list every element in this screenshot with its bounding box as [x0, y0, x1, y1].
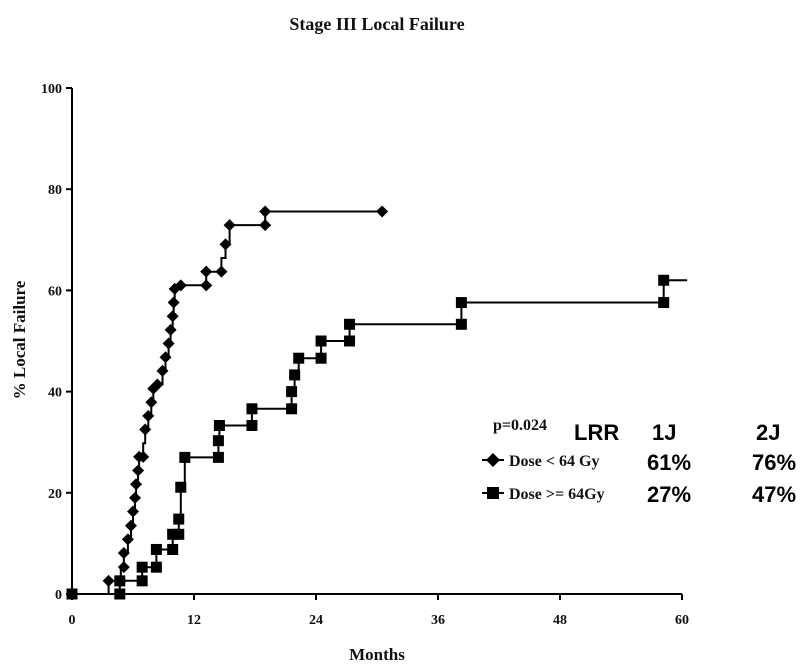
data-point-dose-high [179, 451, 191, 463]
data-point-dose-high [114, 588, 126, 600]
y-tick-label: 80 [48, 183, 62, 198]
x-tick-label: 36 [431, 613, 445, 628]
data-point-dose-high [136, 575, 148, 587]
data-point-dose-low [142, 409, 155, 422]
data-point-dose-high [66, 588, 78, 600]
y-ticks: 0 20 40 60 80 100 [41, 82, 72, 603]
x-ticks: 0 12 24 36 48 60 [69, 594, 689, 628]
x-tick-label: 0 [69, 613, 76, 628]
x-tick-label: 48 [553, 613, 567, 628]
data-point-dose-high [286, 403, 298, 415]
table-header-lrr: LRR [574, 420, 619, 445]
y-axis-label: % Local Failure [10, 280, 29, 399]
data-point-dose-low [132, 464, 145, 477]
data-point-dose-high [344, 318, 356, 330]
x-axis-label: Months [349, 645, 405, 664]
data-point-dose-high [455, 297, 467, 309]
data-point-dose-low [121, 533, 134, 546]
series-lines [72, 210, 688, 595]
table-header-1j: 1J [652, 420, 676, 445]
data-point-dose-low [139, 423, 152, 436]
data-point-dose-high [658, 297, 670, 309]
data-point-dose-high [344, 335, 356, 347]
data-point-dose-low [124, 519, 137, 532]
data-point-dose-low [130, 478, 143, 491]
table-header-2j: 2J [756, 420, 780, 445]
legend-diamond-marker [486, 453, 500, 467]
data-point-dose-high [213, 420, 225, 432]
data-point-dose-low [376, 205, 389, 218]
data-point-dose-high [315, 335, 327, 347]
chart-title: Stage III Local Failure [289, 14, 464, 34]
x-tick-label: 60 [675, 613, 689, 628]
data-point-dose-low [164, 323, 177, 336]
y-tick-label: 20 [48, 487, 62, 502]
legend-item-dose-high: Dose >= 64Gy 27% 47% [482, 482, 796, 507]
data-point-dose-low [137, 450, 150, 463]
data-point-dose-low [129, 491, 142, 504]
x-tick-label: 12 [187, 613, 201, 628]
data-point-dose-low [200, 265, 213, 278]
data-point-dose-high [289, 369, 301, 381]
y-tick-label: 0 [55, 588, 62, 603]
data-point-dose-low [162, 337, 175, 350]
data-point-dose-low [166, 310, 179, 323]
data-point-dose-low [215, 265, 228, 278]
table-cell-low-1j: 61% [647, 450, 691, 475]
legend-square-marker [487, 487, 499, 499]
data-point-dose-low [102, 574, 115, 587]
data-point-dose-high [136, 561, 148, 573]
data-point-dose-high [212, 451, 224, 463]
y-tick-label: 60 [48, 284, 62, 299]
legend-item-dose-low: Dose < 64 Gy 61% 76% [482, 450, 796, 475]
data-point-dose-low [156, 364, 169, 377]
data-point-dose-high [286, 386, 298, 398]
data-point-dose-high [167, 528, 179, 540]
data-point-dose-high [114, 575, 126, 587]
table-cell-high-2j: 47% [752, 482, 796, 507]
data-point-dose-high [658, 274, 670, 286]
data-point-dose-high [173, 528, 185, 540]
p-value-label: p=0.024 [493, 417, 547, 434]
y-tick-label: 40 [48, 386, 62, 401]
data-point-dose-high [315, 352, 327, 364]
legend-label-dose-high: Dose >= 64Gy [509, 486, 605, 503]
data-point-dose-low [167, 296, 180, 309]
legend: p=0.024 LRR 1J 2J Dose < 64 Gy 61% 76% D… [482, 417, 796, 507]
data-point-dose-high [455, 318, 467, 330]
data-point-dose-low [223, 219, 236, 232]
table-cell-low-2j: 76% [752, 450, 796, 475]
x-tick-label: 24 [309, 613, 323, 628]
table-cell-high-1j: 27% [647, 482, 691, 507]
data-point-dose-low [200, 279, 213, 292]
data-point-dose-low [259, 219, 272, 232]
data-point-dose-high [246, 403, 258, 415]
data-point-dose-low [117, 561, 130, 574]
data-point-dose-high [246, 420, 258, 432]
data-point-dose-low [259, 205, 272, 218]
legend-label-dose-low: Dose < 64 Gy [509, 453, 599, 470]
data-point-dose-low [151, 378, 164, 391]
axes [71, 88, 682, 595]
data-point-dose-high [293, 352, 305, 364]
data-point-dose-low [127, 505, 139, 518]
y-tick-label: 100 [41, 82, 62, 97]
series-line-dose-low [72, 210, 383, 595]
series-markers [66, 205, 670, 600]
data-point-dose-low [145, 396, 158, 409]
data-point-dose-high [150, 543, 162, 555]
data-point-dose-high [167, 543, 179, 555]
data-point-dose-high [175, 481, 187, 493]
data-point-dose-low [159, 351, 172, 364]
data-point-dose-high [150, 561, 162, 573]
data-point-dose-low [174, 279, 187, 292]
data-point-dose-high [173, 513, 185, 525]
data-point-dose-low [219, 238, 232, 251]
data-point-dose-high [212, 435, 224, 447]
data-point-dose-low [117, 547, 130, 560]
